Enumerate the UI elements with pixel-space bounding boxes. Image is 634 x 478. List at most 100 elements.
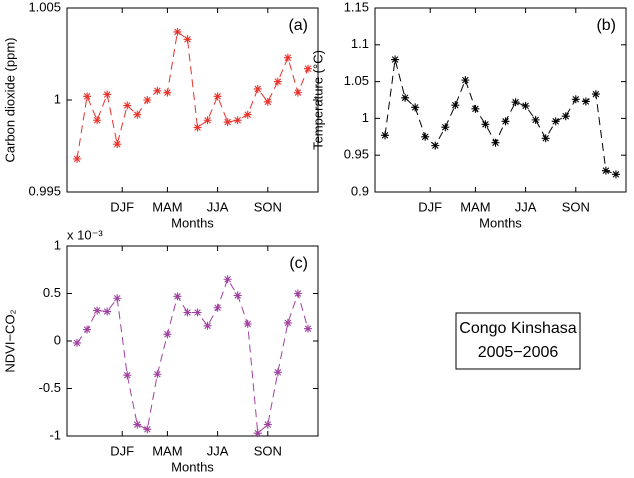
text-box-line: 2005−2006 bbox=[478, 344, 559, 361]
marker bbox=[401, 93, 410, 102]
marker bbox=[93, 116, 102, 125]
marker bbox=[273, 368, 282, 377]
marker bbox=[283, 318, 292, 327]
marker bbox=[253, 429, 262, 438]
marker bbox=[293, 88, 302, 97]
marker bbox=[223, 275, 232, 284]
marker bbox=[303, 324, 312, 333]
x-tick-label: SON bbox=[562, 199, 590, 214]
marker bbox=[203, 116, 212, 125]
marker bbox=[183, 35, 192, 44]
marker bbox=[253, 84, 262, 93]
text-box bbox=[455, 312, 581, 370]
marker bbox=[541, 134, 550, 143]
marker bbox=[233, 291, 242, 300]
axes-box bbox=[66, 245, 319, 437]
x-axis-label: Months bbox=[171, 215, 214, 230]
x-tick-label: MAM bbox=[152, 199, 182, 214]
marker bbox=[143, 425, 152, 434]
marker bbox=[501, 117, 510, 126]
x-tick-label: SON bbox=[254, 199, 282, 214]
y-tick-label: 1.05 bbox=[344, 73, 369, 88]
marker bbox=[73, 154, 82, 163]
marker bbox=[213, 92, 222, 101]
marker bbox=[183, 308, 192, 317]
x-tick-label: DJF bbox=[110, 199, 134, 214]
marker bbox=[123, 371, 132, 380]
x-tick-label: JJA bbox=[515, 199, 537, 214]
y-tick-label: 0 bbox=[54, 332, 61, 347]
marker bbox=[163, 88, 172, 97]
marker bbox=[411, 103, 420, 112]
marker bbox=[153, 86, 162, 95]
marker bbox=[133, 110, 142, 119]
y-tick-label: 1.1 bbox=[351, 36, 369, 51]
marker bbox=[173, 27, 182, 36]
x-tick-label: DJF bbox=[110, 443, 134, 458]
marker bbox=[471, 104, 480, 113]
marker bbox=[263, 97, 272, 106]
y-axis-label: Temperature (°C) bbox=[310, 50, 325, 150]
data-line bbox=[76, 31, 309, 159]
marker bbox=[73, 338, 82, 347]
marker bbox=[203, 321, 212, 330]
marker bbox=[83, 92, 92, 101]
x-tick-label: JJA bbox=[207, 443, 229, 458]
marker bbox=[491, 138, 500, 147]
data-line bbox=[76, 278, 309, 435]
marker bbox=[571, 95, 580, 104]
y-axis-label: Carbon dioxide (ppm) bbox=[2, 37, 17, 162]
marker bbox=[283, 53, 292, 62]
marker bbox=[611, 170, 620, 179]
marker bbox=[391, 55, 400, 64]
marker bbox=[113, 294, 122, 303]
marker bbox=[113, 140, 122, 149]
marker bbox=[83, 325, 92, 334]
x-tick-label: DJF bbox=[418, 199, 442, 214]
y-tick-label: -0.5 bbox=[39, 380, 61, 395]
panel-label: (a) bbox=[288, 17, 308, 34]
x-tick-label: JJA bbox=[207, 199, 229, 214]
x-tick-label: MAM bbox=[152, 443, 182, 458]
y-tick-label: 0.5 bbox=[43, 285, 61, 300]
marker bbox=[451, 101, 460, 110]
marker bbox=[511, 98, 520, 107]
marker bbox=[441, 123, 450, 132]
panel-label: (b) bbox=[596, 17, 616, 34]
axes-box bbox=[66, 7, 319, 193]
x-tick-label: SON bbox=[254, 443, 282, 458]
marker bbox=[461, 76, 470, 85]
marker bbox=[163, 330, 172, 339]
y-tick-label: 1.15 bbox=[344, 0, 369, 14]
y-axis-label: NDVI−CO₂ bbox=[2, 309, 17, 372]
marker bbox=[143, 96, 152, 104]
marker bbox=[551, 117, 560, 126]
marker bbox=[173, 292, 182, 301]
marker bbox=[213, 303, 222, 312]
y-tick-label: 0.95 bbox=[344, 147, 369, 162]
y-tick-label: 0.995 bbox=[28, 183, 61, 198]
marker bbox=[431, 141, 440, 150]
marker bbox=[243, 110, 252, 119]
x-axis-label: Months bbox=[171, 459, 214, 474]
marker bbox=[103, 90, 112, 99]
y-tick-label: 1 bbox=[54, 91, 61, 106]
marker bbox=[273, 77, 282, 86]
x-tick-label: MAM bbox=[460, 199, 490, 214]
marker bbox=[581, 97, 590, 106]
marker bbox=[103, 307, 112, 316]
y-tick-label: 1.005 bbox=[28, 0, 61, 14]
y-tick-label: -1 bbox=[49, 427, 61, 442]
marker bbox=[243, 319, 252, 328]
marker bbox=[193, 123, 202, 132]
marker bbox=[223, 118, 232, 127]
marker bbox=[133, 420, 142, 429]
marker bbox=[481, 120, 490, 129]
marker bbox=[153, 370, 162, 379]
marker bbox=[601, 166, 610, 175]
marker bbox=[263, 420, 272, 429]
y-tick-label: 1 bbox=[362, 110, 369, 125]
marker bbox=[531, 115, 540, 124]
marker bbox=[233, 116, 242, 125]
